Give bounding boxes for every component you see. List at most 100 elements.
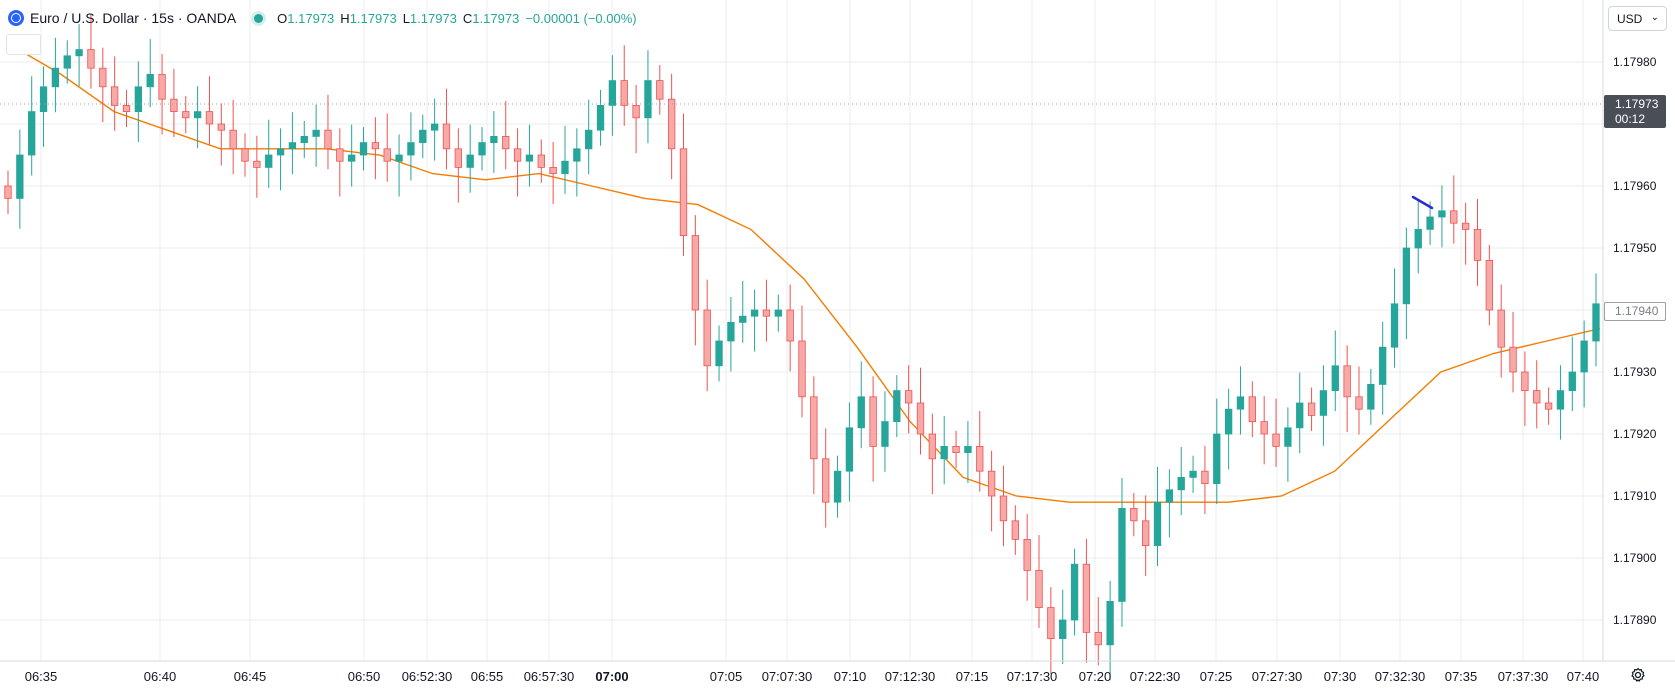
candle bbox=[158, 53, 166, 135]
candle bbox=[632, 84, 640, 154]
candle bbox=[904, 365, 913, 434]
price-tick-label: 1.17900 bbox=[1613, 551, 1657, 565]
ma-price-label: 1.17940 bbox=[1604, 302, 1666, 321]
time-tick-label: 07:40 bbox=[1567, 669, 1600, 684]
time-tick-label: 07:07:30 bbox=[762, 669, 813, 684]
candle bbox=[833, 455, 842, 518]
candle bbox=[430, 98, 439, 161]
candle bbox=[798, 305, 806, 418]
candle bbox=[1035, 535, 1043, 629]
candle bbox=[976, 411, 984, 492]
candle bbox=[1544, 387, 1553, 425]
candle bbox=[182, 96, 190, 134]
grid bbox=[0, 0, 1603, 661]
candle bbox=[774, 294, 782, 332]
candle bbox=[1272, 398, 1280, 467]
candle bbox=[810, 376, 818, 495]
candle bbox=[1319, 365, 1328, 446]
market-status-icon[interactable] bbox=[254, 13, 264, 23]
candle bbox=[667, 73, 676, 180]
candle bbox=[1094, 597, 1102, 666]
candle bbox=[193, 86, 202, 149]
candle bbox=[1189, 455, 1197, 493]
candle bbox=[466, 124, 474, 193]
candle bbox=[513, 128, 522, 197]
candle bbox=[1130, 492, 1138, 537]
candle bbox=[585, 99, 593, 175]
candle bbox=[75, 24, 83, 87]
time-tick-label: 07:12:30 bbox=[885, 669, 936, 684]
symbol-title[interactable]: Euro / U.S. Dollar · 15s · OANDA bbox=[30, 10, 237, 26]
time-tick-label: 07:15 bbox=[956, 669, 989, 684]
trend-drawing[interactable] bbox=[1411, 195, 1434, 210]
time-tick-label: 06:40 bbox=[144, 669, 177, 684]
candle bbox=[63, 40, 71, 84]
ohlc-open: O1.17973 bbox=[277, 10, 335, 26]
candle bbox=[217, 103, 225, 166]
candle bbox=[1414, 199, 1422, 274]
candle bbox=[1343, 345, 1351, 433]
candle bbox=[561, 125, 569, 195]
candle bbox=[99, 47, 107, 123]
candle bbox=[1201, 445, 1209, 514]
candle bbox=[1592, 273, 1600, 367]
settings-icon[interactable] bbox=[1630, 667, 1646, 683]
candle bbox=[1556, 365, 1565, 440]
candle bbox=[39, 66, 48, 147]
candle bbox=[1426, 201, 1434, 245]
candle bbox=[1106, 580, 1114, 681]
price-tick-label: 1.17910 bbox=[1613, 489, 1657, 503]
candle bbox=[442, 88, 451, 170]
candle bbox=[952, 430, 960, 469]
candle bbox=[881, 391, 889, 472]
candle bbox=[1224, 388, 1233, 470]
candle bbox=[300, 120, 308, 159]
candle bbox=[419, 114, 427, 159]
candle bbox=[395, 134, 403, 197]
candle bbox=[964, 420, 972, 483]
candle bbox=[28, 76, 36, 176]
candle bbox=[1450, 175, 1458, 244]
candles bbox=[4, 14, 1600, 681]
price-axis[interactable]: 1.179801.179701.179601.179501.179401.179… bbox=[1613, 55, 1657, 627]
candle bbox=[549, 141, 557, 204]
candle bbox=[1568, 336, 1576, 412]
time-tick-label: 06:55 bbox=[471, 669, 504, 684]
price-tick-label: 1.17890 bbox=[1613, 613, 1657, 627]
currency-selector[interactable]: USD ⌄ bbox=[1608, 6, 1667, 31]
time-tick-label: 07:00 bbox=[595, 669, 628, 684]
candle bbox=[1438, 185, 1446, 248]
candle bbox=[1142, 495, 1150, 576]
candle bbox=[146, 39, 154, 108]
candle bbox=[596, 89, 605, 146]
candle bbox=[822, 428, 830, 528]
candle bbox=[241, 133, 249, 177]
time-tick-label: 07:27:30 bbox=[1252, 669, 1303, 684]
candle bbox=[478, 127, 486, 171]
globe-icon bbox=[8, 10, 24, 26]
candle bbox=[940, 416, 948, 485]
ohlc-low: L1.17973 bbox=[402, 10, 457, 26]
candle bbox=[336, 128, 344, 197]
candle bbox=[1260, 396, 1268, 465]
candle bbox=[1165, 469, 1174, 538]
candle bbox=[87, 14, 95, 89]
candle bbox=[893, 375, 901, 438]
time-tick-label: 07:35 bbox=[1445, 669, 1478, 684]
candle bbox=[786, 284, 794, 372]
time-tick-label: 07:10 bbox=[834, 669, 867, 684]
indicator-legend-toggle[interactable] bbox=[6, 34, 41, 55]
candle bbox=[490, 110, 498, 173]
candle bbox=[502, 101, 510, 170]
time-tick-label: 06:50 bbox=[348, 669, 381, 684]
candle bbox=[383, 113, 391, 182]
candle bbox=[1070, 548, 1079, 636]
time-tick-label: 07:25 bbox=[1200, 669, 1233, 684]
candle bbox=[312, 104, 320, 167]
candle bbox=[1236, 366, 1245, 435]
price-tick-label: 1.17980 bbox=[1613, 55, 1657, 69]
candle bbox=[348, 124, 356, 187]
candle bbox=[407, 112, 415, 181]
time-axis[interactable]: 06:35 06:40 06:45 06:50 06:52:30 06:55 06:57:3… bbox=[25, 669, 1600, 684]
